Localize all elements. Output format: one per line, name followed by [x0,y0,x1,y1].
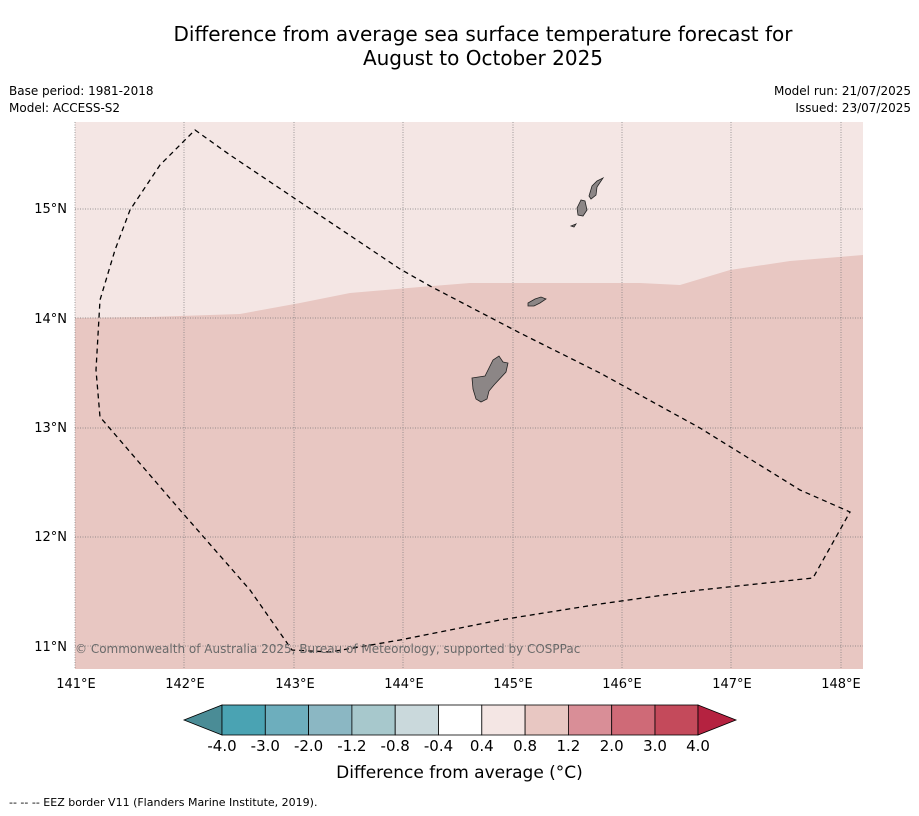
latitude-labels: 15°N 14°N 13°N 12°N 11°N [34,202,67,655]
copyright-notice: © Commonwealth of Australia 2025, Bureau… [75,642,580,656]
base-period: Base period: 1981-2018 [9,84,154,98]
lon-label: 141°E [56,677,96,692]
lon-label: 146°E [602,677,642,692]
meta-left: Base period: 1981-2018 Model: ACCESS-S2 [9,83,154,117]
graticule [74,122,863,669]
eez-footnote: -- -- -- EEZ border V11 (Flanders Marine… [9,796,318,809]
lon-label: 148°E [821,677,861,692]
colorbar-segment [438,704,483,736]
map-title: Difference from average sea surface temp… [0,22,919,70]
anomaly-region-0.8-1.2 [75,255,863,669]
colorbar-segment [221,704,266,736]
colorbar-segment [308,704,353,736]
lat-label: 15°N [34,202,67,217]
colorbar-label: -4.0 [207,737,236,755]
colorbar-extend-low [182,704,223,736]
colorbar-segment [351,704,396,736]
lon-label: 145°E [493,677,533,692]
colorbar-label: 3.0 [643,737,667,755]
island-guam [471,355,509,403]
colorbar-label: 0.8 [513,737,537,755]
meta-right: Model run: 21/07/2025 Issued: 23/07/2025 [774,83,911,117]
colorbar-label: 0.4 [470,737,494,755]
lon-label: 143°E [275,677,315,692]
lat-label: 14°N [34,312,67,327]
island-saipan [588,176,605,200]
colorbar-label: -1.2 [337,737,366,755]
lon-label: 147°E [712,677,752,692]
issued-date: Issued: 23/07/2025 [795,101,911,115]
colorbar-segment [568,704,613,736]
colorbar-labels: -4.0 -3.0 -2.0 -1.2 -0.8 -0.4 0.4 0.8 1.… [207,737,710,755]
lon-label: 142°E [165,677,205,692]
land-islands [471,176,605,403]
colorbar-segment [611,704,656,736]
longitude-labels: 141°E 142°E 143°E 144°E 145°E 146°E 147°… [56,677,861,692]
colorbar-extend-high [697,704,738,736]
colorbar-segment [481,704,526,736]
colorbar-segment [264,704,309,736]
lat-label: 12°N [34,530,67,545]
model-run: Model run: 21/07/2025 [773,84,911,98]
colorbar-segment [394,704,439,736]
model-name: Model: ACCESS-S2 [9,101,121,115]
colorbar-label: -0.4 [424,737,453,755]
colorbar-label: -3.0 [251,737,280,755]
colorbar-label: -0.8 [381,737,410,755]
colorbar-label: 2.0 [600,737,624,755]
island-rota [527,296,547,307]
lat-label: 11°N [34,640,67,655]
colorbar-label: 1.2 [556,737,580,755]
title-line-1: Difference from average sea surface temp… [173,22,793,46]
colorbar-label: -2.0 [294,737,323,755]
colorbar-segment [524,704,569,736]
island-aguijan [569,223,578,228]
island-tinian [576,199,588,217]
lat-label: 13°N [34,421,67,436]
colorbar [182,704,738,736]
eez-border [95,129,851,653]
title-line-2: August to October 2025 [362,46,604,70]
lon-label: 144°E [384,677,424,692]
colorbar-title: Difference from average (°C) [336,763,583,783]
colorbar-label: 4.0 [686,737,710,755]
colorbar-segment [654,704,699,736]
